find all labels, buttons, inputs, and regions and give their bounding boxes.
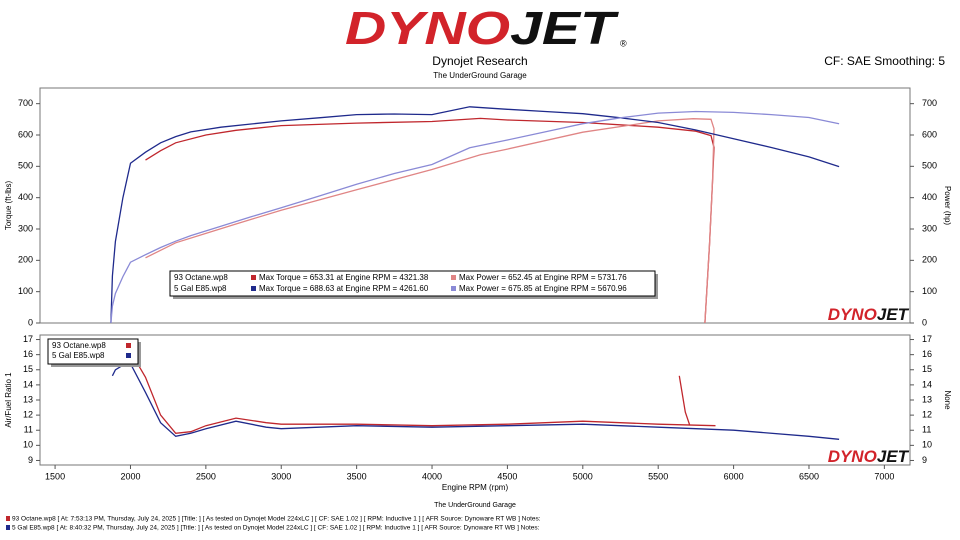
footer-line: 93 Octane.wp8 [ At: 7:53:13 PM, Thursday…: [12, 516, 541, 523]
y-tick-label: 400: [18, 192, 33, 202]
y-tick-label: 15: [23, 364, 33, 374]
y-axis-label: Air/Fuel Ratio 1: [4, 372, 13, 428]
y-tick-label: 16: [23, 349, 33, 359]
x-tick-label: 2500: [196, 471, 216, 481]
y-tick-label: 600: [18, 129, 33, 139]
legend-name: 5 Gal E85.wp8: [52, 351, 105, 360]
x-tick-label: 3500: [347, 471, 367, 481]
legend-stat: Max Power = 652.45 at Engine RPM = 5731.…: [459, 273, 627, 282]
legend-name: 93 Octane.wp8: [174, 273, 228, 282]
x-tick-label: 1500: [45, 471, 65, 481]
watermark-red: DYNO: [828, 447, 877, 466]
y2-tick-label: 400: [922, 192, 937, 202]
legend-stat: Max Torque = 653.31 at Engine RPM = 4321…: [259, 273, 429, 282]
y2-tick-label: 500: [922, 161, 937, 171]
legend-box: [169, 270, 656, 297]
logo: DYNO JET: [345, 2, 620, 54]
legend-stat: Max Torque = 688.63 at Engine RPM = 4261…: [259, 284, 429, 293]
y-tick-label: 9: [28, 455, 33, 465]
y-tick-label: 17: [23, 334, 33, 344]
x-tick-label: 3000: [271, 471, 291, 481]
y-tick-label: 11: [24, 425, 33, 435]
series-line: [110, 106, 840, 324]
settings: CF: SAE Smoothing: 5: [824, 54, 945, 68]
legend-box: [47, 338, 139, 365]
y-tick-label: 10: [23, 440, 33, 450]
y-tick-label: 12: [23, 409, 33, 419]
x-tick-label: 7000: [874, 471, 894, 481]
y2-tick-label: 11: [922, 425, 931, 435]
series-line: [111, 362, 840, 440]
y-tick-label: 14: [23, 379, 33, 389]
y2-tick-label: 16: [922, 349, 932, 359]
y2-tick-label: 9: [922, 455, 927, 465]
y-tick-label: 700: [18, 98, 33, 108]
x-tick-label: 4500: [497, 471, 517, 481]
y2-axis-label: Power (hp): [943, 186, 952, 225]
legend-swatch: [451, 286, 456, 291]
y2-tick-label: 13: [922, 394, 932, 404]
footer-line: 5 Gal E85.wp8 [ At: 8:40:32 PM, Thursday…: [12, 525, 540, 532]
legend-name: 93 Octane.wp8: [52, 341, 106, 350]
legend-name: 5 Gal E85.wp8: [174, 284, 227, 293]
footer-swatch: [6, 516, 10, 521]
x-axis-note: The UnderGround Garage: [434, 502, 516, 509]
y-tick-label: 200: [18, 255, 33, 265]
y2-tick-label: 700: [922, 98, 937, 108]
logo-red: DYNO: [345, 2, 510, 54]
y2-tick-label: 12: [922, 409, 932, 419]
legend: 93 Octane.wp8 Max Torque = 653.31 at Engi…: [169, 270, 658, 299]
logo-black: JET: [510, 2, 620, 54]
y-tick-label: 0: [28, 317, 33, 327]
series-line: [129, 351, 716, 434]
watermark-red: DYNO: [828, 305, 877, 324]
y2-tick-label: 17: [922, 334, 932, 344]
y2-axis-label: None: [943, 390, 952, 410]
legend-swatch: [126, 343, 131, 348]
y2-tick-label: 10: [922, 440, 932, 450]
x-tick-label: 2000: [120, 471, 140, 481]
watermark: DYNOJET: [828, 447, 910, 466]
y-tick-label: 100: [18, 286, 33, 296]
x-tick-label: 4000: [422, 471, 442, 481]
page-title: Dynojet Research: [432, 54, 527, 68]
footer-swatch: [6, 525, 10, 530]
x-tick-label: 5500: [648, 471, 668, 481]
watermark: DYNOJET: [828, 305, 910, 324]
y-axis-label: Torque (ft-lbs): [4, 180, 13, 230]
legend-swatch: [251, 286, 256, 291]
page-subtitle: The UnderGround Garage: [433, 71, 527, 80]
watermark-black: JET: [877, 305, 910, 324]
y2-tick-label: 200: [922, 255, 937, 265]
y2-tick-label: 300: [922, 223, 937, 233]
legend-swatch: [251, 275, 256, 280]
plot-area: [39, 334, 911, 466]
watermark-black: JET: [877, 447, 910, 466]
x-tick-label: 6500: [799, 471, 819, 481]
series-line: [110, 110, 840, 324]
y2-tick-label: 600: [922, 129, 937, 139]
y-tick-label: 13: [23, 394, 33, 404]
logo-mark: ®: [620, 38, 627, 48]
x-axis-label: Engine RPM (rpm): [442, 483, 509, 492]
series-line: [145, 118, 715, 324]
y2-tick-label: 0: [922, 317, 927, 327]
y-tick-label: 300: [18, 223, 33, 233]
y-tick-label: 500: [18, 161, 33, 171]
y2-tick-label: 15: [922, 364, 932, 374]
legend-stat: Max Power = 675.85 at Engine RPM = 5670.…: [459, 284, 627, 293]
x-tick-label: 6000: [724, 471, 744, 481]
y2-tick-label: 14: [922, 379, 932, 389]
y2-tick-label: 100: [922, 286, 937, 296]
legend-swatch: [451, 275, 456, 280]
x-tick-label: 5000: [573, 471, 593, 481]
legend-swatch: [126, 353, 131, 358]
